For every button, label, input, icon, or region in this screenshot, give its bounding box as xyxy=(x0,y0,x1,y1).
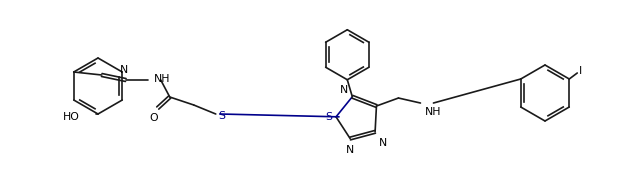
Text: O: O xyxy=(149,113,158,123)
Text: S: S xyxy=(218,111,225,121)
Text: S: S xyxy=(325,112,332,122)
Text: HO: HO xyxy=(63,112,80,122)
Text: NH: NH xyxy=(154,74,170,84)
Text: I: I xyxy=(579,66,583,76)
Text: NH: NH xyxy=(425,107,441,117)
Text: N: N xyxy=(346,145,354,154)
Text: N: N xyxy=(340,85,348,95)
Text: N: N xyxy=(379,138,387,148)
Text: N: N xyxy=(120,65,128,75)
